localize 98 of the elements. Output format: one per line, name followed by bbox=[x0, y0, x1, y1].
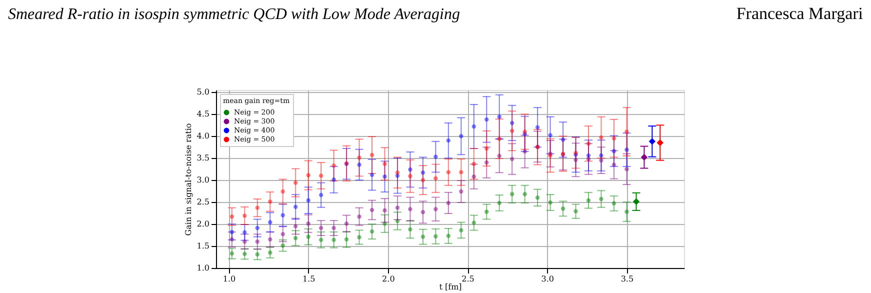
y-tick-label: 3.0 bbox=[196, 176, 210, 185]
point bbox=[624, 130, 629, 134]
point bbox=[459, 189, 464, 194]
point bbox=[446, 170, 451, 174]
point bbox=[318, 192, 324, 198]
point bbox=[332, 163, 336, 168]
point bbox=[472, 174, 476, 179]
point bbox=[510, 156, 514, 162]
point bbox=[230, 214, 234, 219]
point bbox=[318, 226, 324, 230]
point bbox=[420, 178, 426, 182]
point bbox=[255, 240, 260, 244]
point bbox=[306, 198, 310, 202]
y-tick-label: 4.0 bbox=[196, 132, 210, 141]
point bbox=[242, 230, 247, 235]
point bbox=[293, 180, 298, 185]
point bbox=[640, 154, 648, 161]
point bbox=[434, 176, 438, 180]
point bbox=[612, 136, 616, 140]
point bbox=[395, 206, 400, 210]
point bbox=[472, 124, 476, 129]
point bbox=[306, 173, 310, 178]
y-tick-label: 1.0 bbox=[196, 264, 210, 272]
point bbox=[484, 117, 489, 122]
x-tick-label: 3.0 bbox=[541, 274, 554, 284]
point bbox=[632, 198, 640, 205]
point bbox=[535, 125, 540, 130]
point bbox=[357, 162, 362, 167]
x-tick-label: 1.0 bbox=[222, 274, 236, 284]
y-tick-label: 2.0 bbox=[196, 220, 210, 229]
y-tick-label: 4.5 bbox=[196, 110, 210, 119]
point bbox=[656, 139, 664, 146]
point bbox=[268, 220, 272, 224]
point bbox=[382, 208, 387, 213]
point bbox=[280, 189, 285, 194]
point bbox=[255, 206, 260, 210]
point bbox=[459, 134, 464, 138]
point bbox=[255, 226, 260, 230]
point bbox=[648, 138, 656, 145]
point bbox=[420, 210, 426, 214]
point bbox=[599, 158, 604, 162]
point bbox=[370, 208, 374, 212]
point bbox=[497, 114, 502, 119]
point bbox=[318, 174, 324, 178]
point bbox=[357, 156, 362, 160]
point bbox=[434, 206, 438, 212]
point bbox=[242, 240, 247, 244]
point bbox=[395, 170, 400, 175]
point bbox=[408, 167, 412, 172]
x-tick-label: 3.5 bbox=[620, 274, 634, 284]
point bbox=[293, 204, 298, 210]
point bbox=[624, 166, 629, 172]
text: Francesca Margari bbox=[736, 4, 864, 23]
point bbox=[268, 200, 272, 204]
x-tick-label: 2.5 bbox=[462, 274, 474, 284]
point bbox=[612, 162, 616, 167]
point bbox=[280, 232, 285, 236]
point bbox=[306, 221, 310, 226]
point bbox=[434, 154, 438, 159]
point bbox=[446, 200, 451, 206]
point bbox=[332, 178, 336, 182]
y-tick-label: 3.5 bbox=[196, 154, 210, 163]
point bbox=[459, 170, 464, 174]
y-tick-label: 1.5 bbox=[196, 242, 210, 251]
point bbox=[408, 206, 412, 212]
point bbox=[522, 130, 527, 134]
x-tick-label: 2.0 bbox=[382, 274, 395, 284]
point bbox=[574, 158, 578, 162]
point bbox=[599, 135, 604, 140]
point bbox=[586, 153, 591, 158]
point bbox=[446, 138, 451, 143]
point bbox=[370, 152, 374, 158]
point bbox=[624, 148, 629, 152]
point bbox=[268, 237, 272, 242]
point bbox=[332, 226, 336, 230]
point bbox=[357, 214, 362, 219]
y-axis-title: Gain in signal-to-noise ratio bbox=[184, 123, 193, 236]
point bbox=[497, 154, 502, 158]
y-tick-label: 5.0 bbox=[196, 88, 210, 97]
point bbox=[484, 146, 489, 151]
point bbox=[408, 174, 412, 178]
point bbox=[382, 174, 387, 179]
point bbox=[370, 172, 374, 177]
x-axis-title: t [fm] bbox=[439, 282, 462, 292]
point bbox=[510, 120, 514, 126]
point bbox=[420, 170, 426, 175]
point bbox=[548, 133, 552, 138]
chart-title: Smeared R-ratio in isospin symmetric QCD with Low Mode Averaging bbox=[8, 6, 460, 23]
point bbox=[484, 160, 489, 165]
y-tick-label: 2.5 bbox=[196, 198, 210, 207]
point bbox=[242, 214, 247, 218]
point bbox=[293, 224, 298, 228]
point bbox=[599, 153, 604, 158]
x-tick-label: 1.5 bbox=[302, 274, 316, 284]
point bbox=[510, 128, 514, 133]
point bbox=[280, 213, 285, 218]
point bbox=[344, 221, 349, 226]
point bbox=[382, 162, 387, 166]
